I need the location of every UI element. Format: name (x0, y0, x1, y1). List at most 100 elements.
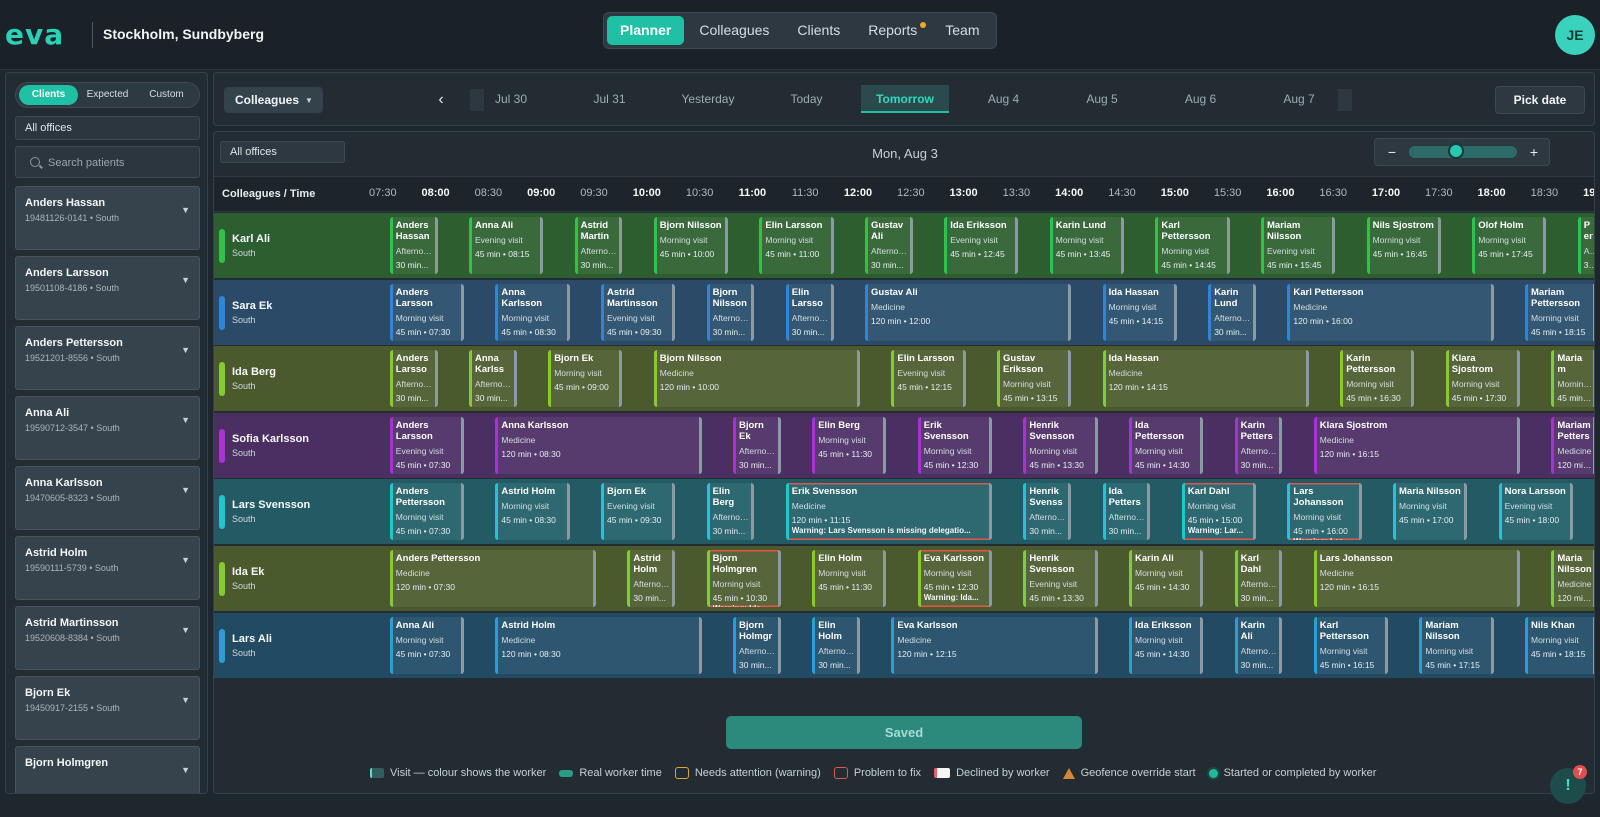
chevron-down-icon[interactable]: ▼ (181, 765, 190, 775)
visit-card[interactable]: Mariam Nilsson Morning visit 45 min • 17:1… (1419, 616, 1494, 674)
visit-card[interactable]: Gustav Ali Afternoon visit 30 min... (865, 217, 913, 274)
visit-card[interactable]: Anna Karlsson Morning visit 45 min • 08:30 (495, 283, 570, 341)
patient-card[interactable]: Anders Hassan 19481126-0141 • South ▼ (15, 186, 200, 250)
visit-card[interactable]: Astrid Martinsson Evening visit 45 min • 0… (601, 283, 676, 341)
colleague-label[interactable]: Lars Svensson South (214, 479, 330, 544)
visit-card[interactable]: Nora Larsson Evening visit 45 min • 18:00 (1498, 483, 1573, 541)
visit-card[interactable]: Olof Holm Morning visit 45 min • 17:45 (1472, 217, 1547, 274)
nav-planner[interactable]: Planner (607, 16, 685, 45)
zoom-slider[interactable] (1409, 143, 1517, 159)
visit-card[interactable]: Anna Ali Evening visit 45 min • 08:15 (469, 217, 544, 274)
visit-card[interactable]: Gustav Ali Medicine 120 min • 12:00 (865, 283, 1072, 341)
date-tab[interactable]: Yesterday (681, 92, 735, 106)
zoom-out-button[interactable]: − (1387, 144, 1397, 160)
chevron-down-icon[interactable]: ▼ (181, 415, 190, 425)
visit-card[interactable]: Maria Nilsson Medicine 120 min • 18:30 (1551, 550, 1594, 607)
visit-card[interactable]: Elin Larsso Afternoon visit 30 min... (785, 283, 834, 341)
visit-card[interactable]: Elin Larsson Evening visit 45 min • 12:15 (891, 350, 966, 408)
visit-card[interactable]: Ida Hassan Morning visit 45 min • 14:15 (1102, 283, 1177, 341)
date-tab[interactable]: Tomorrow (861, 85, 949, 113)
segment-clients[interactable]: Clients (19, 85, 78, 105)
colleague-label[interactable]: Karl Ali South (214, 213, 330, 278)
date-tab[interactable]: Today (790, 92, 823, 106)
patient-card[interactable]: Bjorn Holmgren ▼ (15, 746, 200, 793)
chevron-down-icon[interactable]: ▼ (181, 485, 190, 495)
chevron-down-icon[interactable]: ▼ (181, 555, 190, 565)
colleague-label[interactable]: Ida Ek South (214, 546, 330, 611)
visit-card[interactable]: Anders Hassan Afternoon visit 30 min... (389, 217, 438, 274)
visit-card[interactable]: Nils Khan Morning visit 45 min • 18:15 (1525, 616, 1594, 674)
visit-card[interactable]: Per Dahl Afternoon visit 30 min... (1577, 217, 1594, 274)
visit-card[interactable]: Ida Hassan Medicine 120 min • 14:15 (1102, 350, 1309, 408)
visit-card[interactable]: Anders Larsson Morning visit 45 min • 07:3… (389, 283, 464, 341)
visit-card[interactable]: Karin Lund Afternoon visit 30 min... (1208, 283, 1256, 341)
colleague-label[interactable]: Sara Ek South (214, 280, 330, 345)
date-tab[interactable]: Aug 6 (1184, 92, 1217, 106)
patient-card[interactable]: Astrid Holm 19590111-5739 • South ▼ (15, 536, 200, 600)
visit-card[interactable]: Elin Larsson Morning visit 45 min • 11:00 (759, 217, 834, 274)
visit-card[interactable]: Karin Ali Morning visit 45 min • 14:30 (1129, 550, 1204, 607)
segment-custom[interactable]: Custom (149, 89, 184, 100)
nav-colleagues[interactable]: Colleagues (686, 16, 782, 45)
saved-button[interactable]: Saved (726, 716, 1082, 749)
visit-card[interactable]: Ida Pettersson Morning visit 45 min • 14:3… (1129, 416, 1204, 474)
segment-expected[interactable]: Expected (86, 89, 129, 100)
colleague-label[interactable]: Ida Berg South (214, 346, 330, 411)
visit-card[interactable]: Karin Lund Morning visit 45 min • 13:45 (1049, 217, 1124, 274)
visit-card[interactable]: Karin Petters Afternoon visit 30 min... (1234, 416, 1283, 474)
colleague-label[interactable]: Sofia Karlsson South (214, 413, 330, 478)
visit-card[interactable]: Karin Ali Afternoon visit 30 min... (1234, 616, 1283, 674)
visit-card[interactable]: Bjorn Nilsson Afternoon visit 30 min... (706, 283, 755, 341)
visit-card[interactable]: Lars Johansson Medicine 120 min • 16:15 (1313, 550, 1520, 607)
date-tab[interactable]: Aug 5 (1086, 92, 1118, 106)
patient-card[interactable]: Anders Larsson 19501108-4186 • South ▼ (15, 256, 200, 320)
visit-card[interactable]: Mariam Pettersson Morning visit 45 min • 1… (1525, 283, 1594, 341)
zoom-slider-thumb[interactable] (1447, 143, 1464, 159)
visit-card[interactable]: Erik Svensson Morning visit 45 min • 12:30 (917, 416, 992, 474)
visit-card[interactable]: Karl Dahl Afternoon visit 30 min... (1234, 550, 1283, 607)
patient-card[interactable]: Anna Karlsson 19470605-8323 • South ▼ (15, 466, 200, 530)
visit-card[interactable]: Elin Holm Afternoon visit 30 min... (812, 616, 860, 674)
visit-card[interactable]: Elin Holm Morning visit 45 min • 11:30 (812, 550, 887, 607)
visit-card[interactable]: Astrid Holm Afternoon visit 30 min... (627, 550, 676, 607)
visit-card[interactable]: Karl Pettersson Medicine 120 min • 16:00 (1287, 283, 1494, 341)
visit-card[interactable]: Nils Sjostrom Morning visit 45 min • 16:45 (1366, 217, 1441, 274)
visit-card[interactable]: Anders Larsson Evening visit 45 min • 07:3… (389, 416, 464, 474)
visit-card[interactable]: Mariam Pettersson Medicine 120 min • 18:30 (1551, 416, 1594, 474)
visit-card[interactable]: Mariam Nilsson Evening visit 45 min • 15:4… (1261, 217, 1336, 274)
visit-card[interactable]: Maria Nilsson Morning visit 45 min • 17:00 (1393, 483, 1468, 541)
sidebar-office-select[interactable]: All offices (15, 116, 200, 140)
schedule-office-select[interactable]: All offices (220, 141, 345, 163)
visit-card[interactable]: Klara Sjostrom Medicine 120 min • 16:15 (1313, 416, 1520, 474)
visit-card[interactable]: Bjorn Holmgren Morning visit 45 min • 10:3… (706, 550, 781, 607)
patient-card[interactable]: Anders Pettersson 19521201-8556 • South ▼ (15, 326, 200, 390)
nav-reports[interactable]: Reports (855, 16, 930, 45)
user-avatar[interactable]: JE (1555, 15, 1595, 55)
visit-card[interactable]: Henrik Svensson Evening visit 45 min • 13:… (1023, 550, 1098, 607)
visit-card[interactable]: Anders Pettersson Morning visit 45 min • 0… (389, 483, 464, 541)
visit-card[interactable]: Anna Karlss Afternoon visit 30 min... (469, 350, 517, 408)
patient-card[interactable]: Anna Ali 19590712-3547 • South ▼ (15, 396, 200, 460)
search-input[interactable] (48, 154, 193, 172)
visit-card[interactable]: Karl Pettersson Morning visit 45 min • 16:… (1313, 616, 1388, 674)
visit-card[interactable]: Eva Karlsson Morning visit 45 min • 12:30 W… (917, 550, 992, 607)
chevron-down-icon[interactable]: ▼ (181, 345, 190, 355)
date-tab[interactable]: Aug 7 (1283, 92, 1315, 106)
visit-card[interactable]: Klara Sjostrom Morning visit 45 min • 17:3… (1445, 350, 1520, 408)
visit-card[interactable]: Anna Karlsson Medicine 120 min • 08:30 (495, 416, 702, 474)
visit-card[interactable]: Astrid Holm Morning visit 45 min • 08:30 (495, 483, 570, 541)
visit-card[interactable]: Eva Karlsson Medicine 120 min • 12:15 (891, 616, 1098, 674)
chevron-down-icon[interactable]: ▼ (181, 625, 190, 635)
visit-card[interactable]: Astrid Martin Afternoon visit 30 min... (574, 217, 623, 274)
visit-card[interactable]: Henrik Svenss Afternoon visit 30 min... (1023, 483, 1072, 541)
eva-logo[interactable]: eva (5, 18, 65, 51)
patient-card[interactable]: Astrid Martinsson 19520608-8384 • South ▼ (15, 606, 200, 670)
visit-card[interactable]: Astrid Holm Medicine 120 min • 08:30 (495, 616, 702, 674)
patient-card[interactable]: Bjorn Ek 19450917-2155 • South ▼ (15, 676, 200, 740)
visit-card[interactable]: Anna Ali Morning visit 45 min • 07:30 (389, 616, 464, 674)
visit-card[interactable]: Elin Berg Afternoon visit 30 min... (706, 483, 755, 541)
visit-card[interactable]: Maria m Morning visit 45 min • 18:30 (1551, 350, 1594, 408)
chevron-down-icon[interactable]: ▼ (181, 275, 190, 285)
visit-card[interactable]: Anders Larsso Afternoon visit 30 min... (389, 350, 438, 408)
visit-card[interactable]: Karin Pettersson Morning visit 45 min • 16… (1340, 350, 1415, 408)
